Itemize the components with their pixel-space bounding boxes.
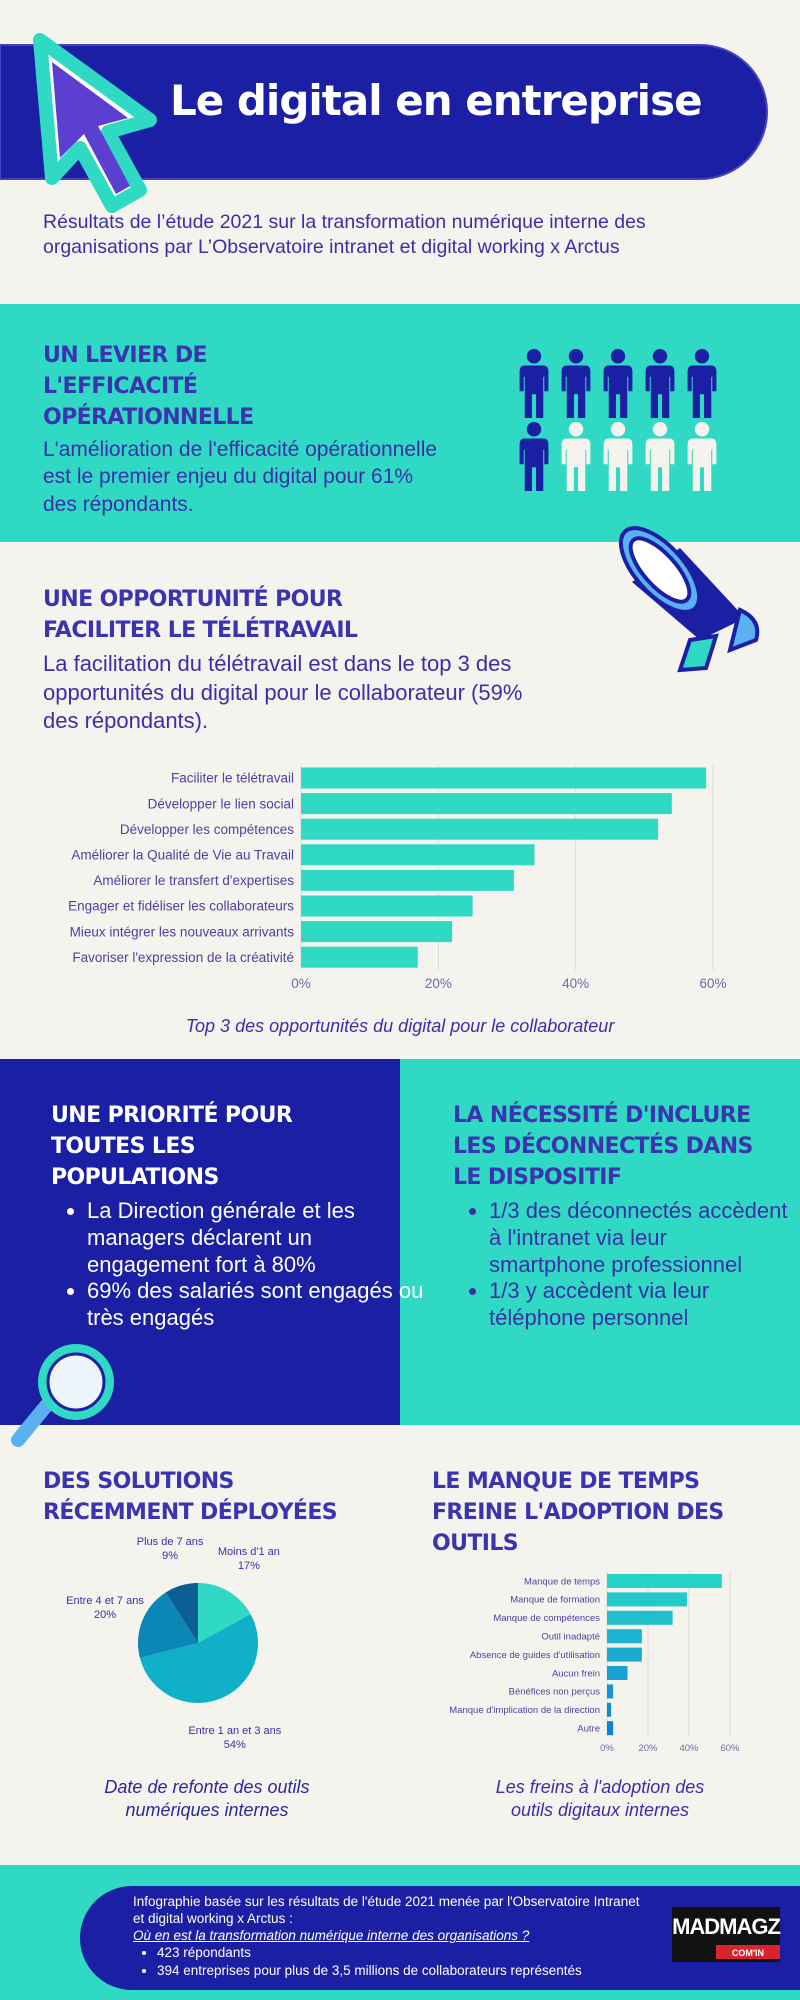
slice-label: Moins d'1 an bbox=[218, 1546, 280, 1558]
subtitle: Résultats de l’étude 2021 sur la transfo… bbox=[43, 211, 646, 259]
slice-value: 17% bbox=[238, 1560, 260, 1572]
bar bbox=[301, 818, 659, 840]
pie-slice bbox=[165, 1583, 198, 1643]
footer-text: Infographie basée sur les résultats de l… bbox=[133, 1893, 653, 1979]
y-tick-label: Outil inadapté bbox=[541, 1632, 600, 1643]
slice-label: Entre 4 et 7 ans bbox=[66, 1595, 144, 1607]
x-tick-label: 20% bbox=[425, 976, 452, 991]
y-tick-label: Aucun frein bbox=[552, 1668, 600, 1679]
x-tick-label: 20% bbox=[638, 1743, 658, 1754]
y-tick-label: Développer le lien social bbox=[148, 796, 294, 811]
logo-bar bbox=[716, 1945, 780, 1959]
cursor-shadow bbox=[52, 62, 130, 194]
section-heading: LA NÉCESSITÉ D'INCLURE LES DÉCONNECTÉS D… bbox=[453, 1103, 753, 1191]
section-heading: UNE PRIORITÉ POUR TOUTES LES POPULATIONS bbox=[51, 1103, 293, 1191]
bullet-item: 394 entreprises pour plus de 3,5 million… bbox=[157, 1962, 653, 1979]
x-tick-label: 0% bbox=[291, 976, 311, 991]
bar bbox=[607, 1684, 614, 1699]
bullet-item: 1/3 y accèdent via leur téléphone person… bbox=[489, 1278, 789, 1332]
caption-line: Date de refonte des outils bbox=[104, 1777, 309, 1797]
y-tick-label: Autre bbox=[577, 1724, 600, 1735]
bar bbox=[607, 1592, 687, 1607]
footer-link[interactable]: Où en est la transformation numérique in… bbox=[133, 1928, 530, 1944]
bar bbox=[607, 1610, 673, 1625]
bar bbox=[301, 895, 473, 917]
bar bbox=[301, 869, 514, 891]
slice-value: 54% bbox=[224, 1739, 246, 1751]
slice-value: 9% bbox=[162, 1550, 178, 1562]
y-tick-label: Développer les compétences bbox=[120, 822, 294, 837]
chart-caption: Top 3 des opportunités du digital pour l… bbox=[186, 1016, 616, 1036]
x-tick-label: 40% bbox=[562, 976, 589, 991]
caption-line: Les freins à l'adoption des bbox=[496, 1777, 705, 1797]
y-tick-label: Bénéfices non perçus bbox=[509, 1687, 601, 1698]
y-tick-label: Améliorer le transfert d'expertises bbox=[93, 873, 294, 888]
section-heading: UN LEVIER DE L'EFFICACITÉ OPÉRATIONNELLE bbox=[43, 343, 254, 431]
bar bbox=[607, 1647, 642, 1662]
bullet-item: 1/3 des déconnectés accèdent à l'intrane… bbox=[489, 1198, 789, 1278]
y-tick-label: Faciliter le télétravail bbox=[171, 771, 294, 786]
caption-line: numériques internes bbox=[125, 1800, 288, 1820]
y-tick-label: Engager et fidéliser les collaborateurs bbox=[68, 899, 294, 914]
megaphone-icon bbox=[618, 526, 760, 673]
bullet-list: 1/3 des déconnectés accèdent à l'intrane… bbox=[453, 1198, 789, 1332]
bar bbox=[301, 844, 535, 866]
y-tick-label: Manque de formation bbox=[510, 1595, 600, 1606]
logo-text: MADMAGZ bbox=[672, 1914, 780, 1939]
chart-caption: Date de refonte des outils numériques int… bbox=[104, 1777, 309, 1820]
x-tick-label: 40% bbox=[679, 1743, 699, 1754]
chart-caption: Les freins à l'adoption des outils digita… bbox=[496, 1777, 705, 1820]
footer-pill bbox=[80, 1886, 800, 1990]
magnifier-icon bbox=[11, 1344, 114, 1447]
y-tick-label: Manque de temps bbox=[524, 1576, 600, 1587]
y-tick-label: Absence de guides d'utilisation bbox=[470, 1650, 600, 1661]
section-levier bbox=[0, 304, 800, 542]
y-tick-label: Manque d'implication de la direction bbox=[449, 1705, 600, 1716]
section-heading: DES SOLUTIONS RÉCEMMENT DÉPLOYÉES bbox=[43, 1469, 338, 1526]
header-banner bbox=[0, 44, 768, 180]
x-tick-label: 60% bbox=[720, 1743, 740, 1754]
section-text: La facilitation du télétravail est dans … bbox=[43, 651, 523, 734]
slice-label: Plus de 7 ans bbox=[137, 1536, 204, 1548]
bullet-item: La Direction générale et les managers dé… bbox=[87, 1198, 427, 1278]
bullet-item: 69% des salariés sont engagés ou très en… bbox=[87, 1278, 427, 1332]
y-tick-label: Améliorer la Qualité de Vie au Travail bbox=[71, 848, 294, 863]
bar bbox=[607, 1629, 642, 1644]
pie-slice bbox=[139, 1614, 259, 1704]
slice-label: Entre 1 an et 3 ans bbox=[188, 1725, 281, 1737]
bar bbox=[607, 1702, 612, 1717]
x-tick-label: 60% bbox=[699, 976, 726, 991]
bullet-list: La Direction générale et les managers dé… bbox=[51, 1198, 427, 1332]
pie-slice bbox=[137, 1592, 198, 1658]
slice-value: 20% bbox=[94, 1609, 116, 1621]
section-deconnectes bbox=[400, 1059, 800, 1425]
y-tick-label: Favoriser l'expression de la créativité bbox=[72, 950, 294, 965]
footer-intro: Infographie basée sur les résultats de l… bbox=[133, 1894, 640, 1927]
bar bbox=[301, 946, 418, 968]
y-tick-label: Mieux intégrer les nouveaux arrivants bbox=[70, 924, 295, 939]
logo-sub: COM'IN bbox=[732, 1948, 764, 1958]
page-title: Le digital en entreprise bbox=[170, 76, 703, 125]
bar bbox=[607, 1574, 722, 1588]
pie-slice bbox=[198, 1583, 251, 1643]
bar bbox=[301, 767, 707, 789]
bar bbox=[301, 793, 672, 815]
bar bbox=[607, 1666, 628, 1680]
footer-list: 423 répondants394 entreprises pour plus … bbox=[133, 1944, 653, 1978]
bullet-item: 423 répondants bbox=[157, 1944, 653, 1961]
section-text: L'amélioration de l'efficacité opération… bbox=[43, 438, 438, 516]
x-tick-label: 0% bbox=[600, 1743, 614, 1754]
bar bbox=[301, 921, 453, 943]
bar bbox=[607, 1721, 614, 1736]
section-heading: LE MANQUE DE TEMPS FREINE L'ADOPTION DES… bbox=[432, 1469, 724, 1557]
y-tick-label: Manque de compétences bbox=[493, 1613, 600, 1624]
caption-line: outils digitaux internes bbox=[511, 1800, 689, 1820]
section-heading: UNE OPPORTUNITÉ POUR FACILITER LE TÉLÉTR… bbox=[43, 587, 358, 644]
